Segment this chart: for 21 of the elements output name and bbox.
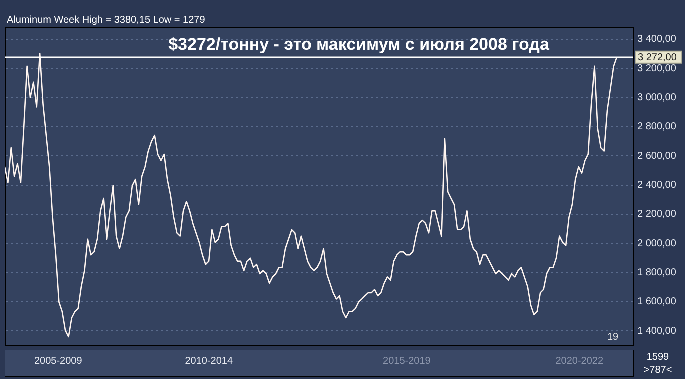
y-tick-label: 3 400,00 <box>638 34 677 46</box>
y-tick-label: 1 800,00 <box>638 268 677 279</box>
text: >787< <box>644 365 672 376</box>
y-tick-label: 2 600,00 <box>638 150 677 162</box>
y-tick-label: 1 600,00 <box>638 296 677 308</box>
text: 2015-2019 <box>383 356 432 367</box>
annotation: 19 <box>607 332 619 343</box>
y-tick-label: 2 000,00 <box>638 238 677 250</box>
y-tick-label: 2 200,00 <box>638 209 677 220</box>
y-tick-label: 2 800,00 <box>638 122 677 133</box>
text: Aluminum Week High = 3380,15 Low = 1279 <box>7 15 206 26</box>
text: 2005-2009 <box>34 356 83 367</box>
chart-title: $3272/тонну - это максимум с июля 2008 года <box>168 35 550 54</box>
text: 1599 <box>646 352 670 363</box>
y-tick-label: 2 400,00 <box>638 180 677 192</box>
y-tick-label: 3 200,00 <box>638 63 677 74</box>
text: 2020-2022 <box>556 356 604 367</box>
y-tick-label: 1 400,00 <box>638 326 677 337</box>
ref-line-label: 3 272,00 <box>638 52 678 64</box>
y-tick-label: 3 000,00 <box>638 92 677 104</box>
text: 2010-2014 <box>185 356 234 367</box>
